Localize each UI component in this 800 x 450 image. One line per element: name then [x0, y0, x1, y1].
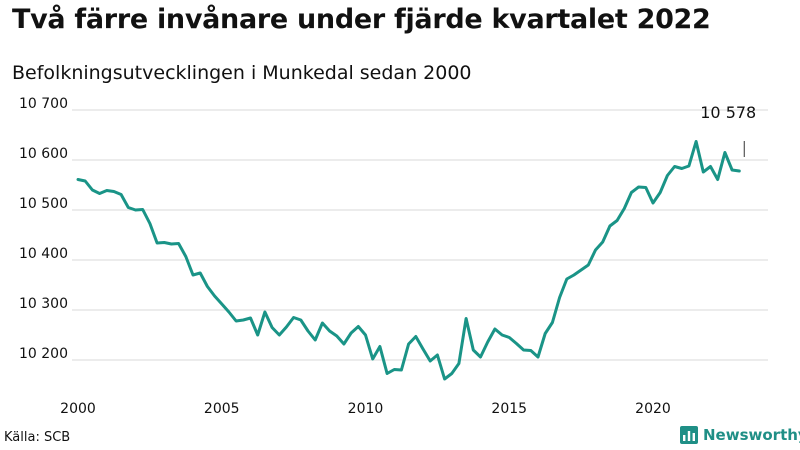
population-line	[76, 140, 741, 381]
y-tick-label: 10 400	[19, 246, 68, 262]
x-tick-label: 2005	[204, 401, 240, 417]
y-tick-label: 10 500	[19, 196, 68, 212]
newsworthy-logo-icon	[680, 426, 698, 444]
y-tick-label: 10 200	[19, 346, 68, 362]
y-tick-label: 10 300	[19, 296, 68, 312]
y-tick-label: 10 700	[19, 96, 68, 112]
chart-title: Två färre invånare under fjärde kvartale…	[12, 4, 711, 35]
x-tick-label: 2020	[635, 401, 671, 417]
x-tick-label: 2000	[60, 401, 96, 417]
source-label: Källa: SCB	[4, 430, 71, 445]
x-tick-label: 2010	[348, 401, 384, 417]
last-value-annotation: 10 578	[700, 103, 756, 122]
chart-subtitle: Befolkningsutvecklingen i Munkedal sedan…	[12, 62, 472, 84]
x-tick-label: 2015	[491, 401, 527, 417]
brand-logo[interactable]: Newsworthy	[680, 426, 800, 444]
brand-name: Newsworthy	[703, 426, 800, 444]
y-tick-label: 10 600	[19, 146, 68, 162]
